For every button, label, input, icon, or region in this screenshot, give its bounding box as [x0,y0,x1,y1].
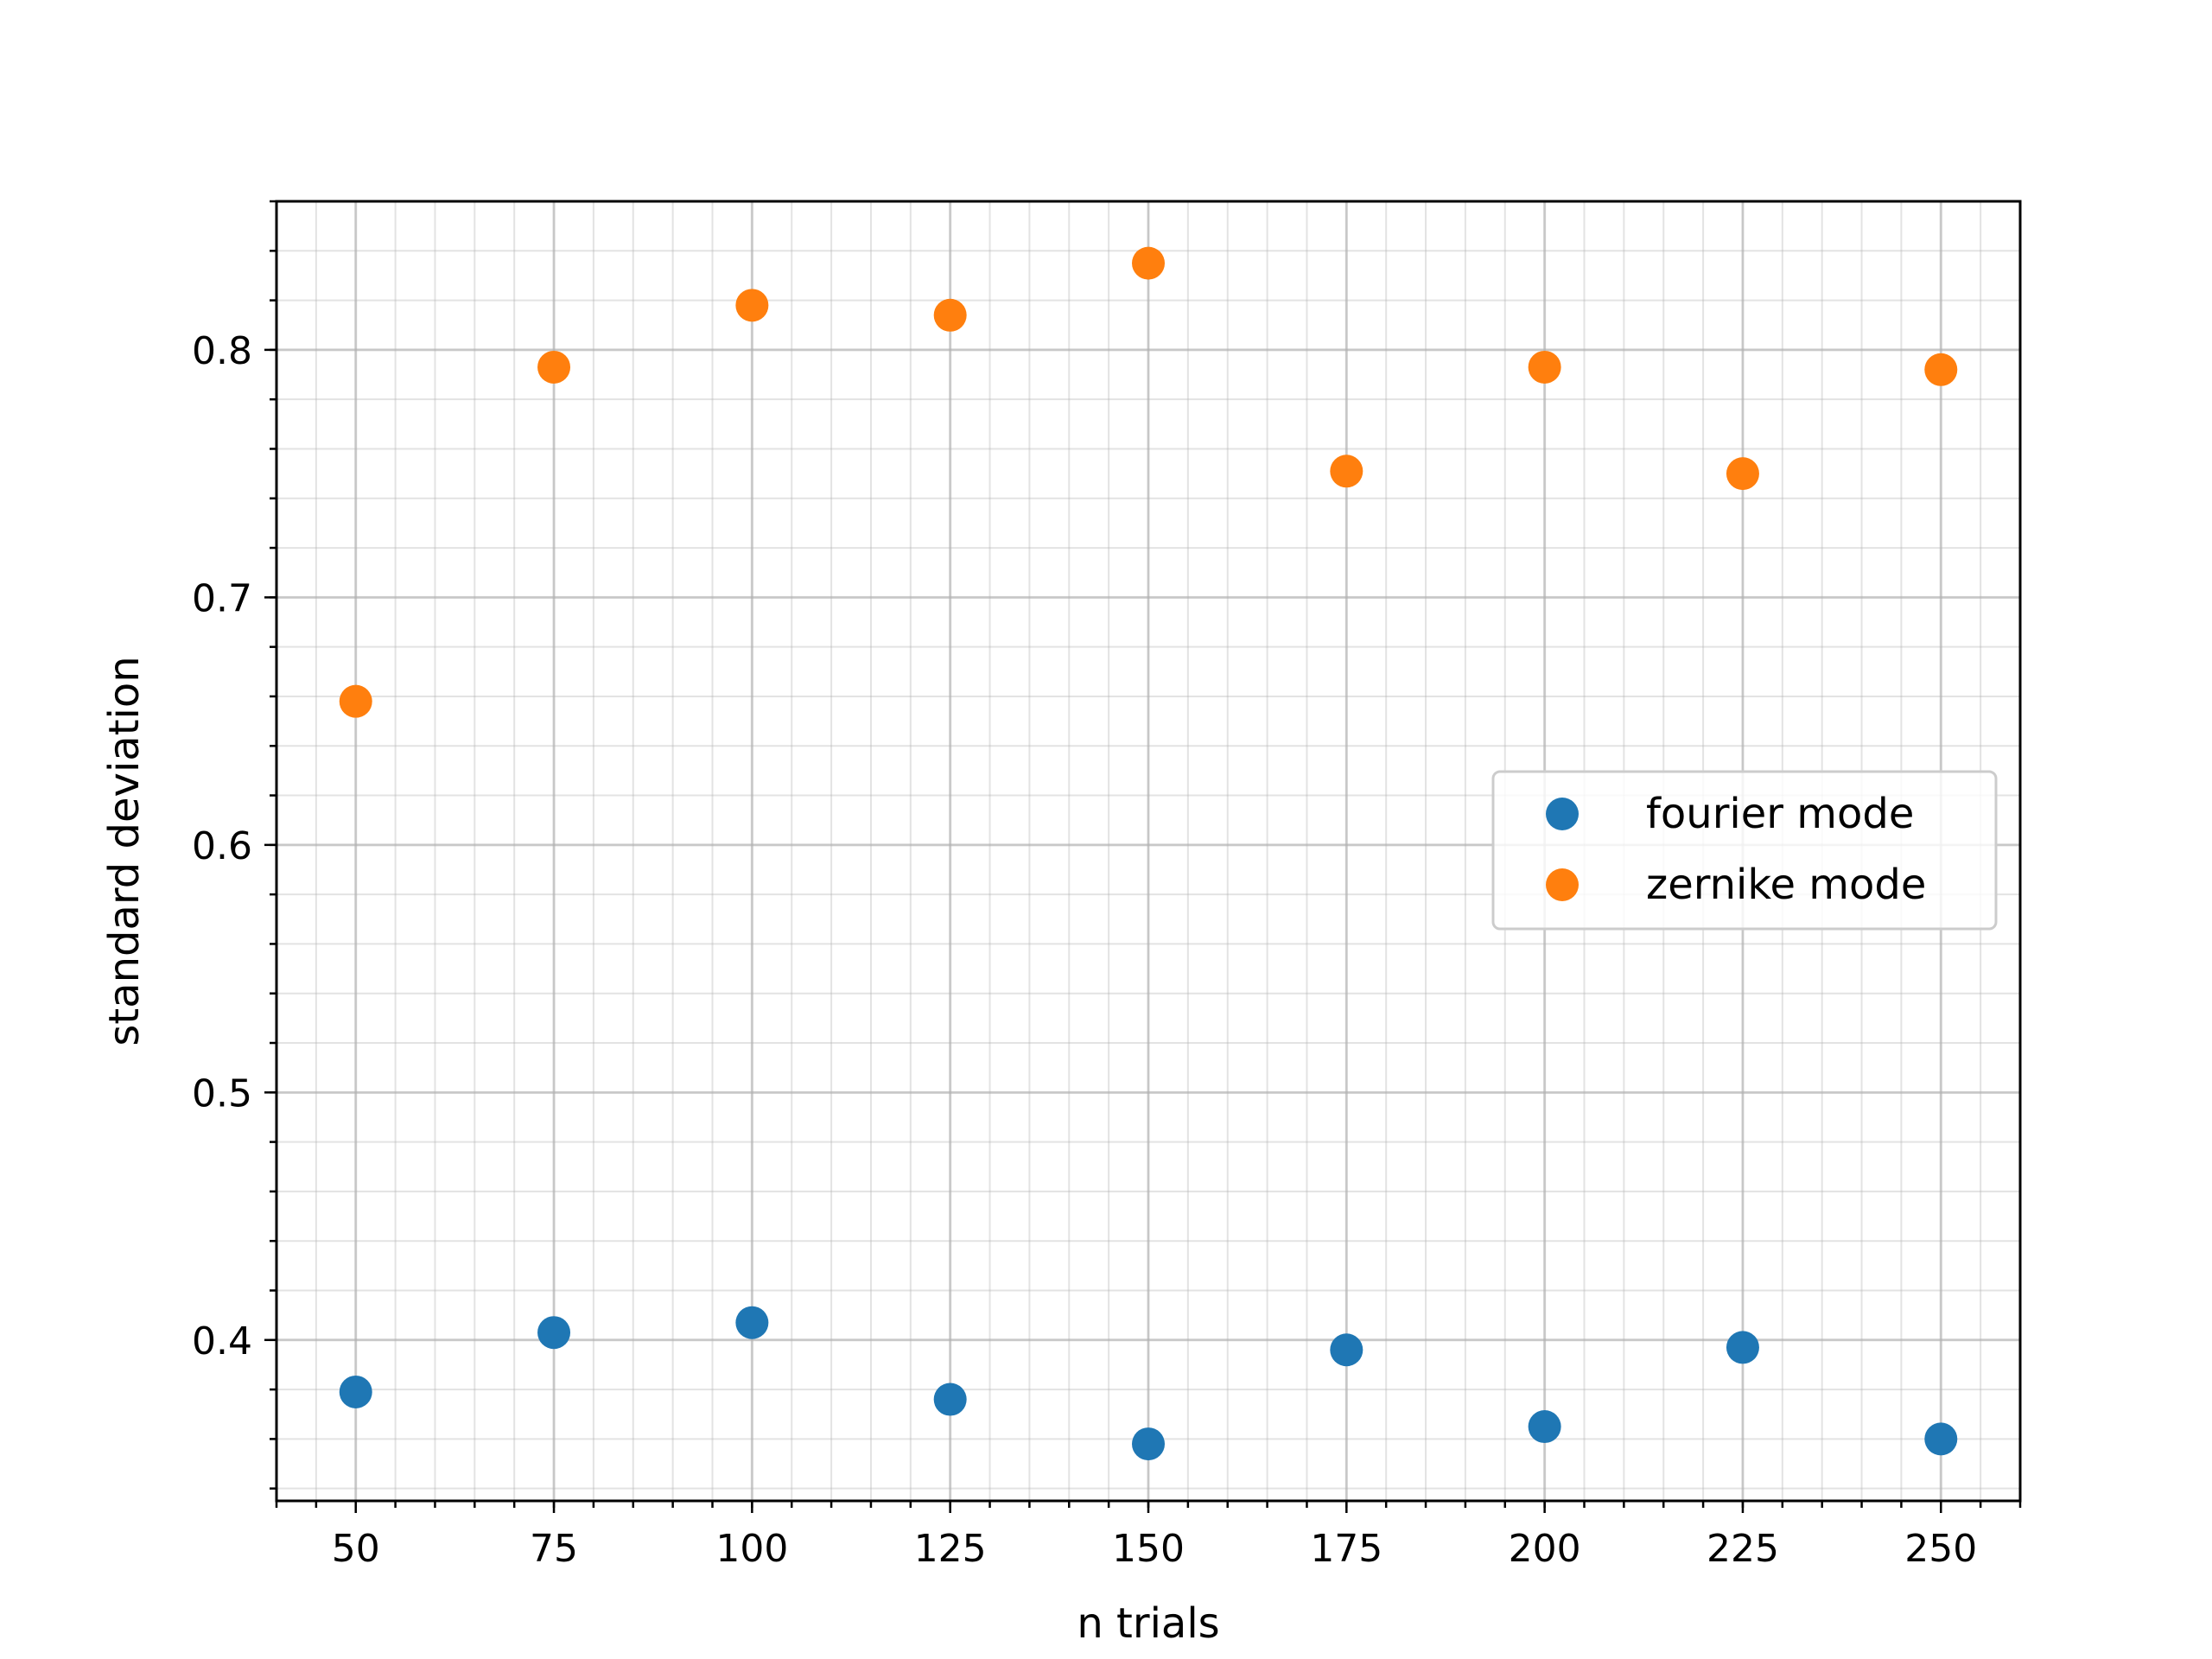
x-tick-label: 250 [1904,1527,1977,1571]
legend-marker-zernike [1546,868,1579,901]
y-tick-label: 0.7 [192,576,252,620]
zernike-point [1132,246,1165,280]
grid [276,200,2021,1501]
legend-label-fourier: fourier mode [1646,790,1914,838]
x-tick-label: 100 [715,1527,788,1571]
y-tick-label: 0.4 [192,1319,252,1363]
fourier-point [1330,1333,1363,1367]
zernike-point [339,684,372,718]
fourier-point [1528,1410,1561,1444]
legend-label-zernike: zernike mode [1646,861,1926,909]
zernike-point [735,289,769,322]
x-tick-label: 125 [914,1527,987,1571]
x-axis-label: n trials [1077,1599,1219,1648]
data-points [339,246,1958,1461]
zernike-point [1330,454,1363,488]
y-tick-label: 0.5 [192,1071,252,1116]
x-tick-label: 150 [1112,1527,1185,1571]
zernike-point [537,350,571,384]
fourier-point [537,1316,571,1350]
fourier-point [1132,1427,1165,1461]
fourier-point [1726,1331,1759,1364]
x-tick-label: 200 [1509,1527,1581,1571]
zernike-point [1528,350,1561,384]
y-tick-label: 0.8 [192,329,252,373]
fourier-point [339,1375,372,1408]
zernike-point [1726,457,1759,491]
legend: fourier mode zernike mode [1491,770,1998,931]
legend-marker-fourier [1546,798,1579,830]
x-tick-label: 175 [1310,1527,1382,1571]
zernike-point [933,298,967,332]
x-tick-label: 225 [1707,1527,1779,1571]
plot-frame [275,200,2022,1503]
fourier-point [735,1306,769,1339]
x-tick-label: 75 [530,1527,578,1571]
x-tick-label: 50 [332,1527,380,1571]
y-tick-label: 0.6 [192,824,252,868]
fourier-point [1924,1422,1958,1456]
legend-box [1491,770,1998,931]
y-axis-label: standard deviation [100,656,149,1046]
fourier-point [933,1382,967,1416]
zernike-point [1924,353,1958,386]
